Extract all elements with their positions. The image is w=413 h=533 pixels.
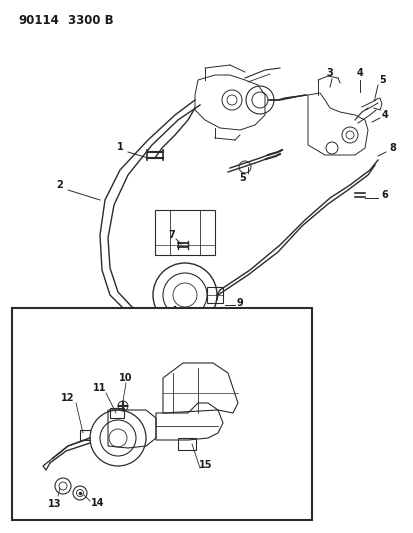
Text: 2: 2 [57,180,63,190]
Text: 12: 12 [61,393,75,403]
Text: 8: 8 [389,143,396,153]
Bar [12,308,311,520]
Text: 9: 9 [236,298,243,308]
Bar [178,438,195,450]
Bar [154,210,214,255]
Bar [110,408,124,418]
Text: 5: 5 [379,75,385,85]
Text: 15: 15 [199,460,212,470]
Text: 13: 13 [48,499,62,509]
Text: 3300 B: 3300 B [68,14,113,27]
Text: 5: 5 [239,173,246,183]
Text: 1: 1 [116,142,123,152]
Text: 11: 11 [93,383,107,393]
Text: 4: 4 [356,68,363,78]
Text: 90114: 90114 [18,14,59,27]
Text: 6: 6 [381,190,387,200]
Text: 3: 3 [326,68,332,78]
Text: 4: 4 [381,110,387,120]
Text: 10: 10 [119,373,133,383]
Text: 7: 7 [168,230,175,240]
Text: 14: 14 [91,498,104,508]
